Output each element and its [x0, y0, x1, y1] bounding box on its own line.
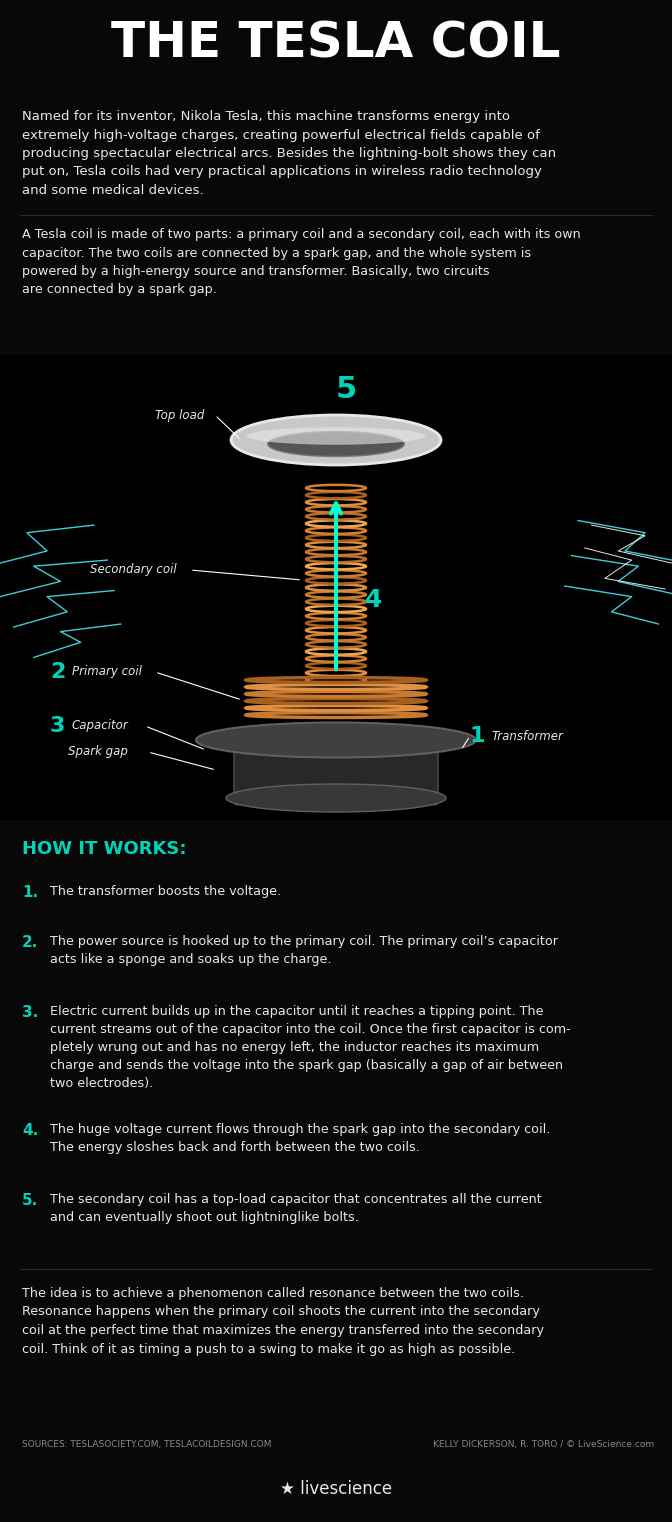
Text: Capacitor: Capacitor [72, 720, 129, 732]
Text: Secondary coil: Secondary coil [90, 563, 177, 577]
Text: THE TESLA COIL: THE TESLA COIL [112, 20, 560, 68]
Text: Top load: Top load [155, 408, 204, 422]
Text: 5: 5 [335, 376, 357, 405]
Text: 3.: 3. [22, 1005, 38, 1020]
Text: Named for its inventor, Nikola Tesla, this machine transforms energy into
extrem: Named for its inventor, Nikola Tesla, th… [22, 110, 556, 196]
Text: 4.: 4. [22, 1123, 38, 1138]
Ellipse shape [267, 432, 405, 457]
Text: The idea is to achieve a phenomenon called resonance between the two coils.
Reso: The idea is to achieve a phenomenon call… [22, 1288, 544, 1356]
Text: KELLY DICKERSON, R. TORO / © LiveScience.com: KELLY DICKERSON, R. TORO / © LiveScience… [433, 1440, 654, 1449]
Text: SOURCES: TESLASOCIETY.COM, TESLACOILDESIGN.COM: SOURCES: TESLASOCIETY.COM, TESLACOILDESI… [22, 1440, 271, 1449]
Text: Transformer: Transformer [492, 729, 564, 743]
Text: 2: 2 [50, 662, 65, 682]
Text: Primary coil: Primary coil [72, 665, 142, 679]
Text: HOW IT WORKS:: HOW IT WORKS: [22, 840, 187, 858]
FancyBboxPatch shape [234, 740, 438, 805]
Text: Electric current builds up in the capacitor until it reaches a tipping point. Th: Electric current builds up in the capaci… [50, 1005, 571, 1090]
Ellipse shape [231, 416, 441, 466]
Text: 3: 3 [50, 715, 65, 737]
Text: The secondary coil has a top-load capacitor that concentrates all the current
an: The secondary coil has a top-load capaci… [50, 1193, 542, 1224]
Ellipse shape [196, 723, 476, 758]
Text: Spark gap: Spark gap [68, 746, 128, 758]
Text: ★ livescience: ★ livescience [280, 1479, 392, 1498]
Text: 1: 1 [470, 726, 485, 746]
Text: 2.: 2. [22, 935, 38, 950]
Bar [0, 355, 672, 820]
Text: The transformer boosts the voltage.: The transformer boosts the voltage. [50, 884, 281, 898]
Text: The huge voltage current flows through the spark gap into the secondary coil.
Th: The huge voltage current flows through t… [50, 1123, 550, 1154]
Ellipse shape [226, 784, 446, 813]
Text: 4: 4 [366, 587, 382, 612]
Text: The power source is hooked up to the primary coil. The primary coil’s capacitor
: The power source is hooked up to the pri… [50, 935, 558, 966]
Text: 5.: 5. [22, 1193, 38, 1208]
Text: 1.: 1. [22, 884, 38, 900]
Text: A Tesla coil is made of two parts: a primary coil and a secondary coil, each wit: A Tesla coil is made of two parts: a pri… [22, 228, 581, 297]
Ellipse shape [247, 428, 425, 444]
